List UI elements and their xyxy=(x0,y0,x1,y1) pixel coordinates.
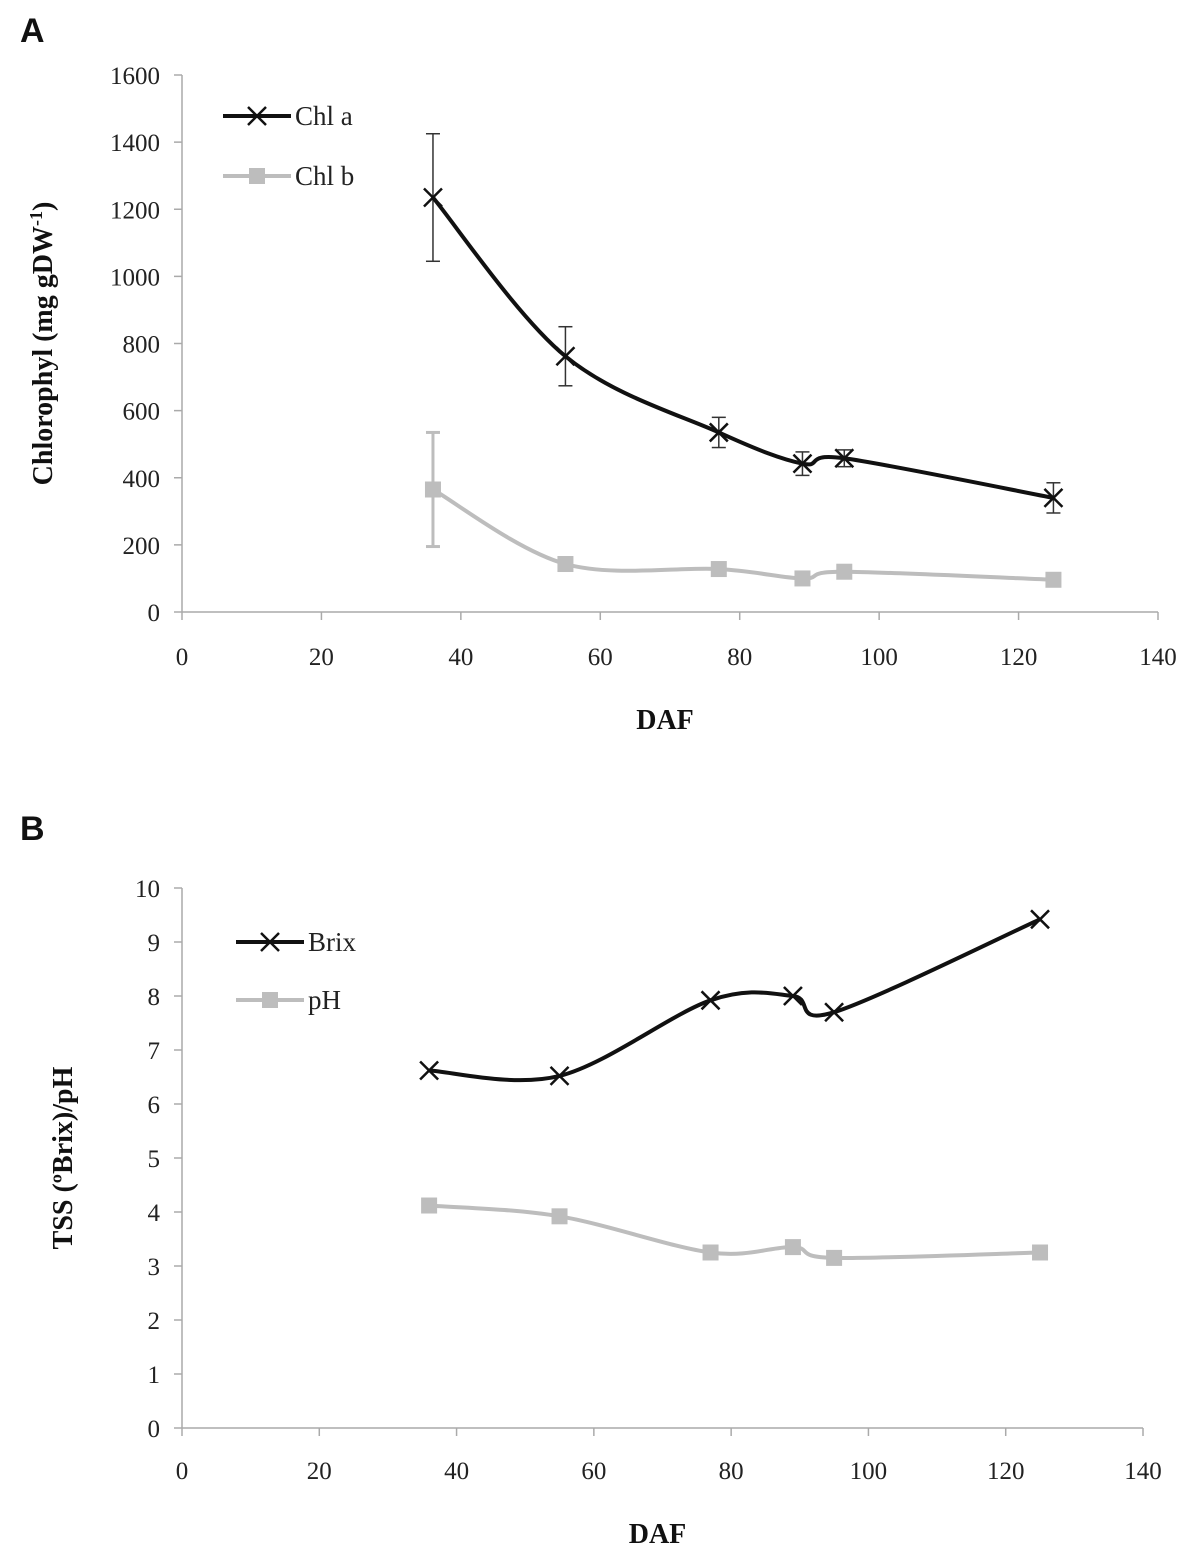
series-line xyxy=(431,196,1054,500)
x-tick-label: 20 xyxy=(307,1458,332,1485)
panel-letter: B xyxy=(20,810,45,848)
data-point xyxy=(834,448,855,469)
legend-marker xyxy=(223,168,291,184)
y-tick-label: 1400 xyxy=(110,130,160,157)
y-tick-label: 4 xyxy=(148,1200,161,1227)
data-point xyxy=(794,570,811,587)
data-point xyxy=(1030,909,1050,930)
x-tick-label: 40 xyxy=(444,1458,469,1485)
legend-marker xyxy=(236,992,304,1008)
data-point xyxy=(551,1208,568,1225)
x-tick-label: 140 xyxy=(1139,644,1177,671)
series-chl-a xyxy=(423,132,1064,514)
y-tick-label: 8 xyxy=(148,984,161,1011)
y-tick-label: 800 xyxy=(123,332,161,359)
legend-marker-marker xyxy=(262,992,278,1008)
data-point xyxy=(783,986,803,1006)
data-point xyxy=(708,422,729,443)
y-axis-title: Chlorophyl (mg gDW-1) xyxy=(26,202,59,486)
legend-label: Chl b xyxy=(295,161,354,191)
data-point xyxy=(710,561,727,578)
legend-label: pH xyxy=(308,985,341,1015)
x-axis-title: DAF xyxy=(629,1519,687,1550)
y-tick-label: 1 xyxy=(148,1362,161,1389)
series-ph xyxy=(421,1197,1049,1266)
panel-a: A 0 200 400 600 800 1000 1200 1400 1600 0 20 40 60 80 1… xyxy=(20,12,1177,736)
x-tick-label: 40 xyxy=(448,644,473,671)
data-point xyxy=(824,1002,844,1023)
panel-letter: A xyxy=(20,12,45,50)
x-tick-label: 120 xyxy=(987,1458,1025,1485)
data-point xyxy=(1032,1244,1049,1261)
y-tick-label: 3 xyxy=(148,1254,161,1281)
data-point xyxy=(555,346,576,367)
legend-marker-marker xyxy=(247,106,267,126)
x-tick-label: 100 xyxy=(860,644,898,671)
legend-label: Chl a xyxy=(295,101,353,131)
x-tick-label: 0 xyxy=(176,644,189,671)
x-tick-label: 60 xyxy=(581,1458,606,1485)
data-point xyxy=(784,1239,801,1256)
y-axis-title: TSS (ºBrix)/pH xyxy=(48,1066,79,1249)
series-line xyxy=(429,917,1041,1083)
legend-marker-marker xyxy=(260,932,280,952)
y-tick-label: 6 xyxy=(148,1092,161,1119)
x-tick-label: 80 xyxy=(719,1458,744,1485)
y-tick-label: 2 xyxy=(148,1308,161,1335)
y-tick-label: 200 xyxy=(123,533,161,560)
series-chl-b xyxy=(424,430,1062,588)
y-axis-title-main: Chlorophyl (mg gDW xyxy=(28,226,59,485)
y-tick-label: 9 xyxy=(148,930,161,957)
y-tick-label: 5 xyxy=(148,1146,161,1173)
x-tick-label: 80 xyxy=(727,644,752,671)
y-tick-label: 0 xyxy=(148,600,161,627)
data-point xyxy=(1043,488,1064,508)
y-tick-label: 10 xyxy=(135,876,160,903)
y-axis-title-main: TSS (ºBrix)/pH xyxy=(48,1066,79,1249)
y-tick-label: 1200 xyxy=(110,197,160,224)
y-tick-label: 1000 xyxy=(110,264,160,291)
data-point xyxy=(549,1066,570,1086)
series-line xyxy=(428,1203,1041,1260)
data-point xyxy=(419,1060,439,1081)
series-brix xyxy=(419,909,1050,1086)
x-tick-label: 0 xyxy=(176,1458,189,1485)
x-tick-label: 20 xyxy=(309,644,334,671)
x-tick-label: 60 xyxy=(588,644,613,671)
data-point xyxy=(424,481,441,498)
series-line xyxy=(431,487,1054,582)
y-tick-label: 1600 xyxy=(110,63,160,90)
legend-marker xyxy=(223,106,291,126)
y-axis-title-suffix: ) xyxy=(28,202,59,211)
data-point xyxy=(792,453,813,474)
data-point xyxy=(423,187,443,208)
data-point xyxy=(421,1197,438,1214)
legend: Chl a Chl b xyxy=(223,101,354,191)
legend: Brix pH xyxy=(236,927,357,1015)
data-point xyxy=(557,556,574,573)
y-tick-label: 400 xyxy=(123,466,161,493)
y-tick-label: 600 xyxy=(123,399,161,426)
y-axis-title-superscript: -1 xyxy=(26,211,46,226)
legend-marker xyxy=(236,932,304,952)
y-tick-label: 0 xyxy=(148,1416,161,1443)
y-tick-label: 7 xyxy=(148,1038,161,1065)
x-tick-label: 140 xyxy=(1124,1458,1162,1485)
x-tick-label: 100 xyxy=(850,1458,888,1485)
x-axis-title: DAF xyxy=(636,705,694,736)
data-point xyxy=(836,563,853,580)
legend-marker-marker xyxy=(249,168,265,184)
x-tick-label: 120 xyxy=(1000,644,1038,671)
data-point xyxy=(700,990,721,1011)
data-point xyxy=(1045,571,1062,588)
legend-label: Brix xyxy=(308,927,357,957)
data-point xyxy=(826,1249,843,1266)
data-point xyxy=(702,1244,719,1261)
